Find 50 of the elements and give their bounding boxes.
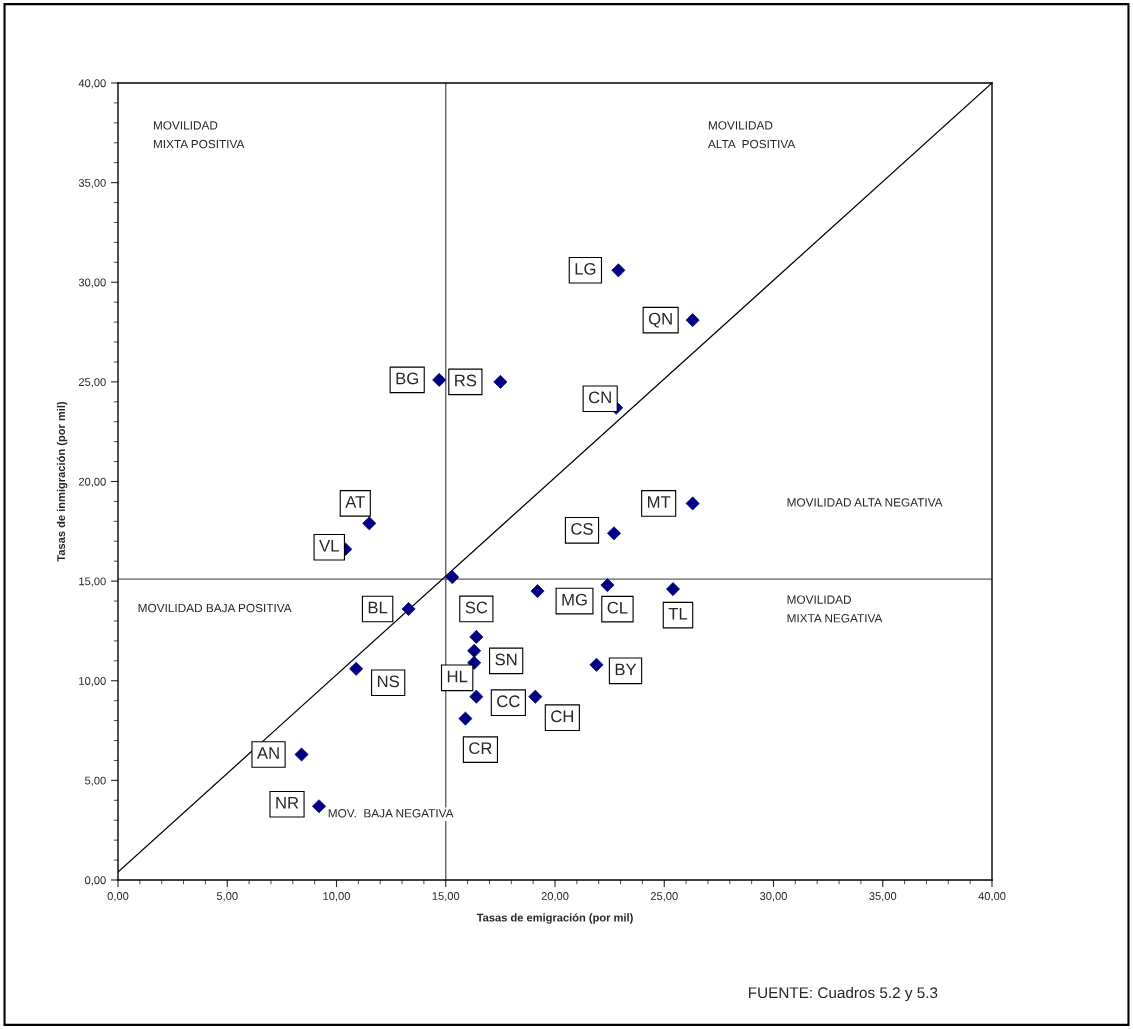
source-note: FUENTE: Cuadros 5.2 y 5.3 [749, 986, 938, 1002]
x-tick-label: 20,00 [541, 892, 569, 902]
data-label: NS [377, 675, 399, 688]
y-tick-label: 5,00 [85, 776, 106, 786]
y-axis-title: Tasas de inmigración (por mil) [56, 401, 68, 562]
annotation: MOVILIDAD MIXTA NEGATIVA [787, 595, 883, 623]
data-label: MT [647, 496, 671, 508]
annotation: MOVILIDAD ALTA NEGATIVA [787, 498, 943, 507]
y-tick-label: 20,00 [78, 477, 106, 487]
data-label: NR [276, 797, 299, 809]
x-tick-label: 30,00 [760, 892, 787, 902]
annotation: MOVILIDAD BAJA POSITIVA [138, 603, 292, 613]
data-label: SN [495, 653, 517, 666]
data-label: AN [257, 747, 279, 759]
x-tick-label: 40,00 [978, 892, 1006, 902]
annotation: MOV. BAJA NEGATIVA [328, 809, 454, 818]
x-tick-label: 10,00 [323, 892, 350, 902]
x-tick-label: 15,00 [432, 892, 460, 902]
y-tick-label: 10,00 [79, 677, 106, 687]
y-tick-label: 0,00 [85, 876, 106, 886]
data-label: TL [668, 607, 688, 620]
data-label: CN [588, 391, 611, 404]
data-label: AT [345, 496, 365, 508]
data-label: CL [607, 601, 628, 614]
annotation: MOVILIDAD MIXTA POSITIVA [153, 121, 245, 149]
data-label: RS [455, 374, 477, 387]
x-tick-label: 25,00 [650, 892, 678, 902]
data-label: MG [562, 593, 587, 606]
y-tick-label: 30,00 [78, 278, 106, 288]
x-axis-title: Tasas de emigración (por mil) [476, 913, 633, 924]
annotation: MOVILIDAD ALTA POSITIVA [707, 121, 796, 149]
data-label: CS [571, 522, 593, 535]
data-label: SC [465, 601, 488, 614]
y-tick-label: 35,00 [78, 178, 106, 189]
y-tick-label: 25,00 [78, 378, 106, 388]
x-tick-label: 5,00 [216, 892, 238, 902]
data-label: CH [551, 710, 574, 723]
data-label: HL [447, 670, 468, 683]
data-label: QN [648, 312, 672, 328]
data-label: CR [469, 742, 492, 755]
x-tick-label: 0,00 [107, 892, 129, 902]
data-label: BY [615, 663, 637, 676]
data-label: CC [497, 695, 520, 708]
y-tick-label: 15,00 [79, 577, 106, 587]
data-label: VL [319, 540, 339, 552]
data-label: BL [368, 601, 388, 614]
y-tick-label: 40,00 [78, 79, 106, 89]
x-tick-label: 35,00 [869, 892, 897, 902]
data-label: BG [396, 372, 418, 385]
data-label: LG [575, 262, 596, 275]
